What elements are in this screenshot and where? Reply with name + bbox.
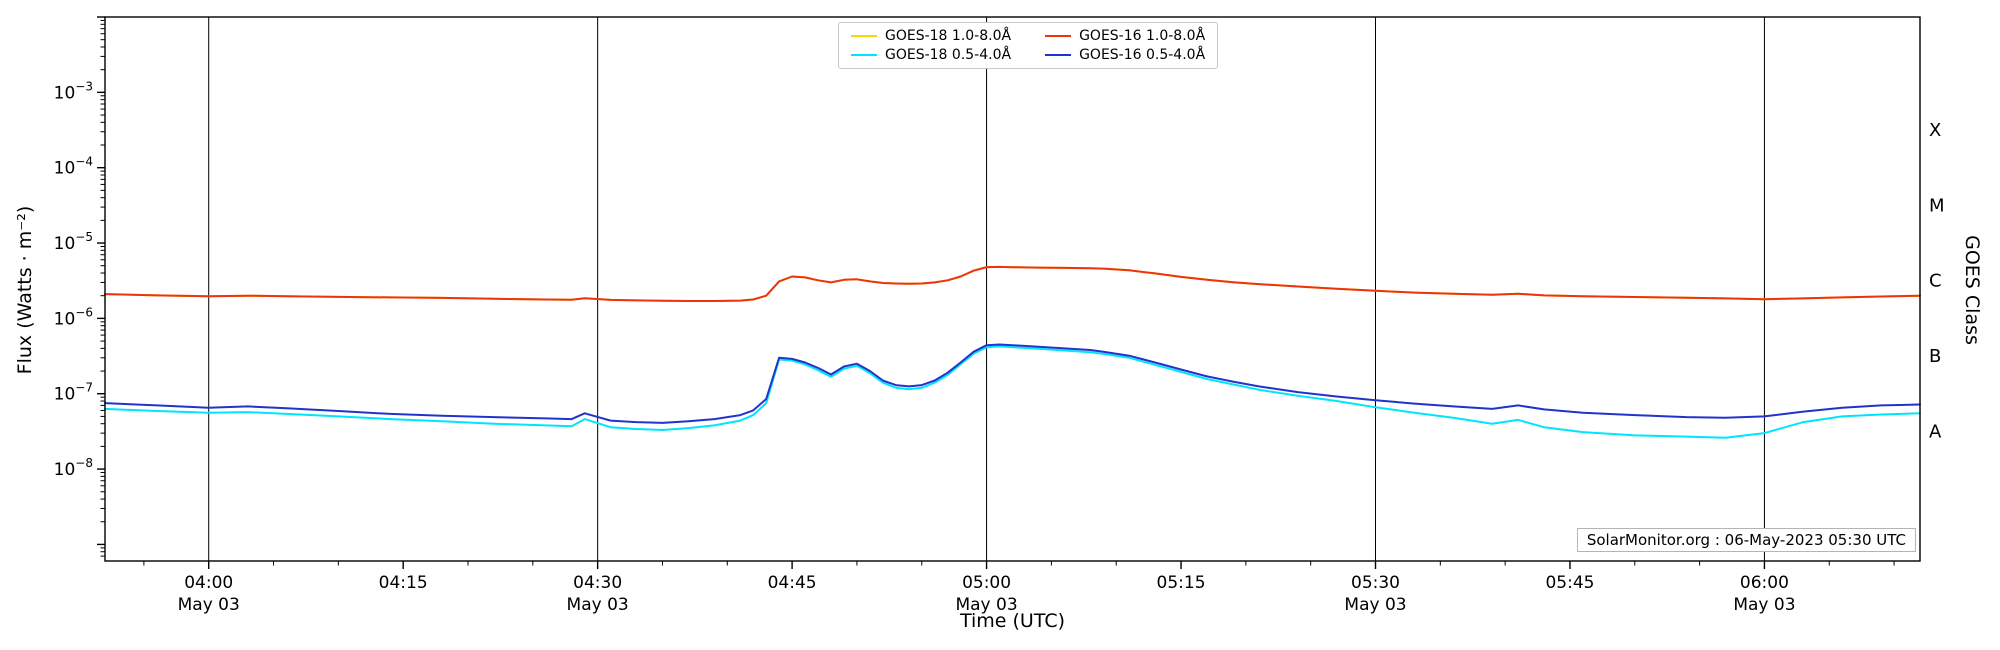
y-tick-label: 10−6 xyxy=(54,305,93,329)
goes-class-letters: A B C M X xyxy=(1929,120,1945,442)
x-tick-date-label: May 03 xyxy=(567,595,629,615)
legend-label: GOES-16 1.0-8.0Å xyxy=(1079,28,1206,44)
legend-item-4: GOES-16 0.5-4.0Å xyxy=(1045,47,1205,63)
legend-label: GOES-18 1.0-8.0Å xyxy=(885,28,1012,44)
y-tick-label: 10−7 xyxy=(54,381,93,405)
legend-line-swatch xyxy=(1045,54,1072,56)
series-line-goes-16-1-0-8-0- xyxy=(104,265,1921,302)
legend-line-swatch xyxy=(851,35,877,37)
right-axis-label: GOES Class xyxy=(1961,235,1983,345)
goes-class-letter-c: C xyxy=(1929,271,1942,292)
x-tick-label: 05:00 xyxy=(962,573,1011,593)
x-tick-label: 05:45 xyxy=(1545,573,1594,593)
y-axis-ticks: 10−8 10−7 10−6 10−5 10−4 10−3 xyxy=(54,16,105,557)
legend-item-1: GOES-18 1.0-8.0Å xyxy=(851,28,1011,44)
y-tick-label: 10−5 xyxy=(54,230,93,254)
legend-item-2: GOES-18 0.5-4.0Å xyxy=(851,47,1011,63)
series-line-goes-18-0-5-4-0- xyxy=(104,345,1921,439)
plot-frame xyxy=(104,16,1921,562)
x-tick-date-label: May 03 xyxy=(178,595,240,615)
goes-class-letter-x: X xyxy=(1929,120,1941,141)
x-tick-label: 04:30 xyxy=(573,573,622,593)
x-tick-label: 05:30 xyxy=(1351,573,1400,593)
series-line-goes-16-0-5-4-0- xyxy=(104,343,1921,424)
goes-class-letter-b: B xyxy=(1929,346,1941,367)
x-tick-label: 05:15 xyxy=(1157,573,1206,593)
legend-line-swatch xyxy=(851,54,877,56)
legend-label: GOES-18 0.5-4.0Å xyxy=(885,47,1012,63)
x-tick-label: 04:00 xyxy=(184,573,233,593)
x-tick-date-label: May 03 xyxy=(1344,595,1406,615)
y-tick-label: 10−4 xyxy=(54,155,93,179)
x-axis-label: Time (UTC) xyxy=(959,610,1066,632)
x-tick-date-label: May 03 xyxy=(955,595,1017,615)
goes-class-letter-m: M xyxy=(1929,195,1945,216)
x-tick-label: 04:15 xyxy=(379,573,428,593)
y-axis-label: Flux (Watts · m⁻²) xyxy=(14,205,36,375)
x-tick-label: 06:00 xyxy=(1740,573,1789,593)
watermark-annotation: SolarMonitor.org : 06-May-2023 05:30 UTC xyxy=(1576,528,1916,552)
legend-label: GOES-16 0.5-4.0Å xyxy=(1079,47,1206,63)
chart-legend: GOES-18 1.0-8.0Å GOES-18 0.5-4.0Å GOES-16 … xyxy=(838,22,1219,69)
x-tick-date-label: May 03 xyxy=(1733,595,1795,615)
x-tick-label: 04:45 xyxy=(768,573,817,593)
legend-item-3: GOES-16 1.0-8.0Å xyxy=(1045,28,1205,44)
y-tick-label: 10−3 xyxy=(54,79,93,103)
data-series xyxy=(104,265,1921,439)
legend-line-swatch xyxy=(1045,35,1072,37)
series-line-goes-18-1-0-8-0- xyxy=(104,265,1921,302)
y-tick-label: 10−8 xyxy=(54,456,93,480)
goes-class-letter-a: A xyxy=(1929,421,1942,442)
date-gridlines xyxy=(208,17,1765,561)
